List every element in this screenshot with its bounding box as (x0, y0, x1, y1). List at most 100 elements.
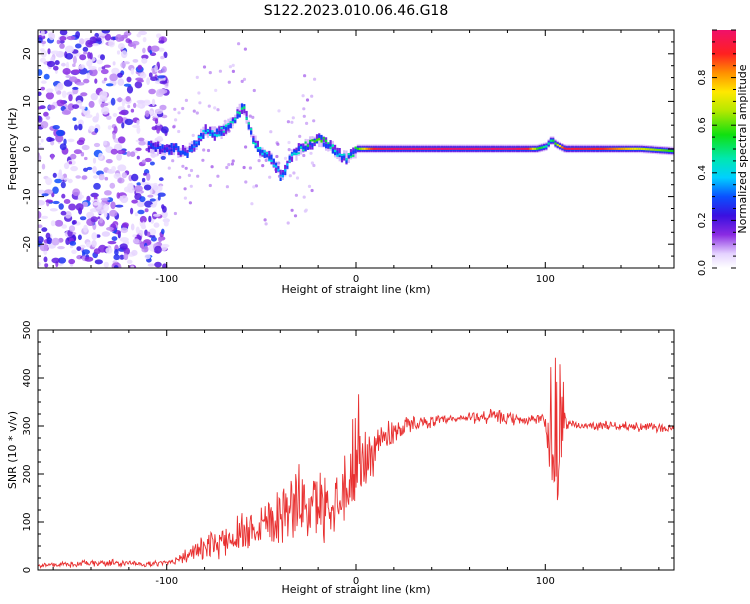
spectral-blob (43, 111, 49, 117)
spectral-blob (136, 126, 141, 134)
y-tick-label: 10 (22, 95, 33, 108)
spectral-blob (75, 31, 80, 39)
ridge-mark (547, 142, 550, 145)
ridge-mark (334, 144, 337, 150)
ridge-mark (672, 150, 674, 153)
y-tick-label: 20 (22, 47, 33, 60)
spectral-blob (134, 212, 139, 217)
spectral-blob (192, 109, 196, 113)
spectral-blob (146, 77, 151, 85)
ridge-mark (250, 127, 253, 134)
ridge-mark (533, 147, 537, 150)
spectral-blob (59, 30, 68, 36)
ridge-mark (163, 147, 166, 150)
ridge-mark (513, 147, 516, 150)
spectral-blob (86, 166, 93, 171)
spectral-blob (61, 62, 66, 67)
ridge-mark (181, 145, 185, 152)
spectral-blob (95, 37, 102, 42)
spectral-blob (287, 148, 291, 152)
ridge-mark (331, 149, 334, 154)
ridge-mark (161, 145, 164, 153)
spectral-blob (41, 163, 46, 170)
spectral-blob (45, 92, 55, 100)
ridge-mark (261, 152, 264, 156)
ridge-mark (225, 124, 228, 127)
spectral-blob (244, 180, 248, 184)
ridge-mark (147, 147, 150, 150)
spectral-blob (127, 104, 131, 109)
spectral-blob (77, 196, 82, 201)
ridge-mark (279, 174, 282, 177)
ridge-mark (302, 143, 305, 150)
spectrogram-marks (38, 30, 674, 268)
ridge-mark (586, 147, 589, 150)
spectral-blob (104, 190, 112, 196)
spectral-blob (58, 169, 62, 176)
spectral-blob (98, 244, 107, 253)
spectral-blob (184, 166, 188, 170)
spectral-blob (159, 104, 167, 111)
spectral-blob (114, 248, 119, 256)
spectral-blob (156, 33, 162, 39)
spectral-blob (41, 193, 49, 197)
spectral-blob (218, 69, 222, 73)
ridge-mark (220, 126, 223, 130)
spectral-blob (230, 162, 234, 166)
ridge-mark (268, 150, 271, 158)
ridge-mark (552, 139, 555, 142)
spectral-blob (91, 232, 98, 241)
spectral-blob (69, 241, 77, 246)
spectral-blob (277, 161, 281, 165)
ridge-mark (384, 147, 387, 150)
ridge-mark (508, 147, 512, 150)
ridge-mark (184, 152, 187, 156)
ridge-mark (502, 147, 505, 150)
spectral-blob (74, 124, 78, 131)
spectral-blob (67, 138, 75, 143)
colorbar-ticks: 0.0 0.2 0.4 0.6 0.8 (697, 29, 736, 276)
spectral-blob (158, 183, 164, 187)
spectral-blob (286, 120, 290, 124)
spectral-blob (116, 116, 124, 124)
spectral-blob (202, 148, 206, 152)
ridge-mark (390, 147, 393, 150)
spectral-blob (117, 136, 126, 144)
spectral-blob (291, 116, 295, 120)
ridge-mark (302, 149, 305, 152)
spectral-blob (131, 173, 139, 182)
spectral-blob (263, 218, 267, 222)
x-tick-label: 0 (353, 274, 359, 285)
y-tick-label: -10 (22, 188, 33, 204)
ridge-mark (211, 130, 214, 133)
spectral-blob (137, 79, 145, 83)
y-tick-label: 0 (22, 146, 33, 152)
ridge-mark (161, 150, 164, 153)
y-tick-label: 0 (22, 567, 33, 573)
ridge-mark (638, 147, 641, 150)
ridge-mark (395, 147, 398, 150)
spectral-blob (132, 238, 140, 244)
spectral-blob (150, 153, 159, 157)
ridge-mark (543, 145, 546, 149)
spectral-blob (91, 208, 97, 213)
spectral-blob (72, 69, 81, 73)
spectral-blob (93, 142, 101, 148)
ridge-mark (436, 147, 439, 150)
ridge-mark (309, 139, 312, 142)
spectral-blob (111, 236, 118, 242)
ridge-mark (670, 149, 673, 152)
ridge-mark (590, 147, 593, 150)
spectral-blob (228, 65, 232, 69)
spectral-blob (117, 177, 125, 184)
spectral-blob (276, 142, 280, 146)
ridge-mark (320, 134, 323, 140)
spectral-blob (110, 97, 116, 106)
ridge-mark (152, 145, 155, 150)
spectral-blob (254, 184, 258, 188)
spectral-blob (79, 54, 87, 61)
ridge-mark (234, 117, 237, 121)
spectral-blob (95, 112, 100, 121)
spectral-blob (184, 98, 188, 102)
spectral-blob (141, 159, 147, 164)
